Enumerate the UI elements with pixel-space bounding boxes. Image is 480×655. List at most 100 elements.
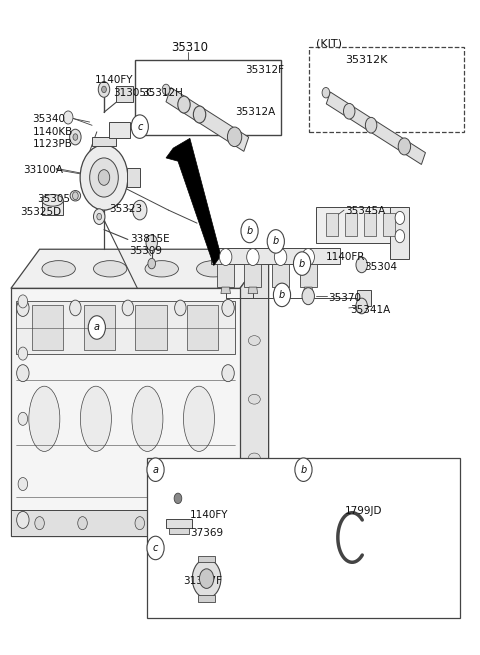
Polygon shape bbox=[326, 92, 425, 164]
Polygon shape bbox=[316, 207, 407, 243]
Bar bbox=[326, 214, 338, 236]
Circle shape bbox=[293, 252, 311, 275]
Circle shape bbox=[135, 517, 144, 530]
Circle shape bbox=[97, 214, 102, 220]
Circle shape bbox=[222, 300, 234, 316]
Ellipse shape bbox=[42, 261, 75, 277]
Polygon shape bbox=[221, 287, 230, 293]
Ellipse shape bbox=[42, 195, 63, 206]
Circle shape bbox=[395, 230, 405, 243]
Polygon shape bbox=[276, 287, 285, 293]
Text: 1140FR: 1140FR bbox=[326, 252, 365, 262]
Text: b: b bbox=[246, 226, 252, 236]
Polygon shape bbox=[11, 250, 269, 288]
Polygon shape bbox=[42, 200, 63, 215]
Circle shape bbox=[356, 298, 367, 314]
Circle shape bbox=[17, 300, 29, 316]
Circle shape bbox=[398, 138, 410, 155]
Circle shape bbox=[241, 219, 258, 243]
Polygon shape bbox=[272, 263, 289, 287]
Circle shape bbox=[94, 209, 105, 225]
Text: 1799JD: 1799JD bbox=[345, 506, 383, 516]
Circle shape bbox=[80, 145, 128, 210]
Polygon shape bbox=[11, 510, 240, 536]
Polygon shape bbox=[303, 287, 313, 293]
Circle shape bbox=[322, 88, 330, 98]
Circle shape bbox=[228, 127, 242, 147]
Circle shape bbox=[302, 288, 314, 305]
Text: 31337F: 31337F bbox=[183, 576, 222, 586]
Polygon shape bbox=[109, 122, 130, 138]
Circle shape bbox=[222, 365, 234, 382]
Circle shape bbox=[174, 493, 182, 504]
Polygon shape bbox=[390, 207, 409, 259]
Circle shape bbox=[98, 82, 110, 97]
Circle shape bbox=[395, 212, 405, 225]
Text: 35345A: 35345A bbox=[345, 206, 385, 216]
Text: 35312A: 35312A bbox=[235, 107, 276, 117]
Circle shape bbox=[356, 257, 367, 272]
Circle shape bbox=[73, 134, 78, 140]
Circle shape bbox=[147, 458, 164, 481]
Circle shape bbox=[98, 170, 110, 185]
Circle shape bbox=[18, 295, 28, 308]
Text: 1140FY: 1140FY bbox=[190, 510, 228, 520]
Text: a: a bbox=[94, 322, 100, 333]
Circle shape bbox=[267, 230, 284, 253]
Circle shape bbox=[219, 249, 232, 265]
Circle shape bbox=[275, 249, 287, 265]
Polygon shape bbox=[169, 528, 189, 534]
Circle shape bbox=[222, 512, 234, 529]
Circle shape bbox=[222, 299, 234, 316]
Circle shape bbox=[102, 86, 107, 93]
Bar bbox=[16, 301, 235, 354]
Circle shape bbox=[175, 300, 186, 316]
Bar bbox=[33, 305, 63, 350]
Polygon shape bbox=[217, 263, 234, 287]
Bar bbox=[187, 305, 218, 350]
Polygon shape bbox=[166, 138, 221, 265]
Circle shape bbox=[72, 192, 78, 200]
Polygon shape bbox=[166, 519, 192, 528]
Text: b: b bbox=[300, 464, 307, 475]
Circle shape bbox=[147, 536, 164, 559]
Circle shape bbox=[18, 347, 28, 360]
Circle shape bbox=[365, 117, 377, 133]
Ellipse shape bbox=[145, 261, 179, 277]
Circle shape bbox=[162, 84, 170, 95]
Circle shape bbox=[193, 106, 206, 123]
Bar bbox=[309, 47, 464, 132]
Ellipse shape bbox=[248, 512, 260, 521]
Circle shape bbox=[18, 412, 28, 425]
Text: 33815E: 33815E bbox=[130, 234, 170, 244]
Bar bbox=[135, 60, 281, 135]
Circle shape bbox=[70, 300, 81, 316]
Text: 35304: 35304 bbox=[364, 263, 397, 272]
Circle shape bbox=[247, 249, 259, 265]
Bar bbox=[383, 214, 395, 236]
Circle shape bbox=[18, 477, 28, 491]
Text: 35305: 35305 bbox=[37, 194, 70, 204]
Polygon shape bbox=[11, 288, 240, 536]
Circle shape bbox=[90, 158, 118, 197]
Text: 35370: 35370 bbox=[328, 293, 361, 303]
Circle shape bbox=[35, 517, 44, 530]
Text: 1123PB: 1123PB bbox=[33, 139, 72, 149]
Bar bbox=[135, 305, 167, 350]
Circle shape bbox=[295, 458, 312, 481]
Text: 35309: 35309 bbox=[129, 246, 162, 255]
Ellipse shape bbox=[80, 386, 111, 451]
Ellipse shape bbox=[248, 453, 260, 463]
Circle shape bbox=[78, 517, 87, 530]
Ellipse shape bbox=[29, 386, 60, 451]
Text: 35310: 35310 bbox=[171, 41, 208, 54]
Polygon shape bbox=[248, 287, 258, 293]
Text: 35312F: 35312F bbox=[245, 65, 284, 75]
Circle shape bbox=[131, 115, 148, 138]
Polygon shape bbox=[92, 137, 116, 146]
Polygon shape bbox=[240, 250, 269, 536]
Text: 37369: 37369 bbox=[190, 528, 223, 538]
Ellipse shape bbox=[248, 394, 260, 404]
Text: 35340: 35340 bbox=[33, 114, 65, 124]
Polygon shape bbox=[357, 290, 371, 306]
